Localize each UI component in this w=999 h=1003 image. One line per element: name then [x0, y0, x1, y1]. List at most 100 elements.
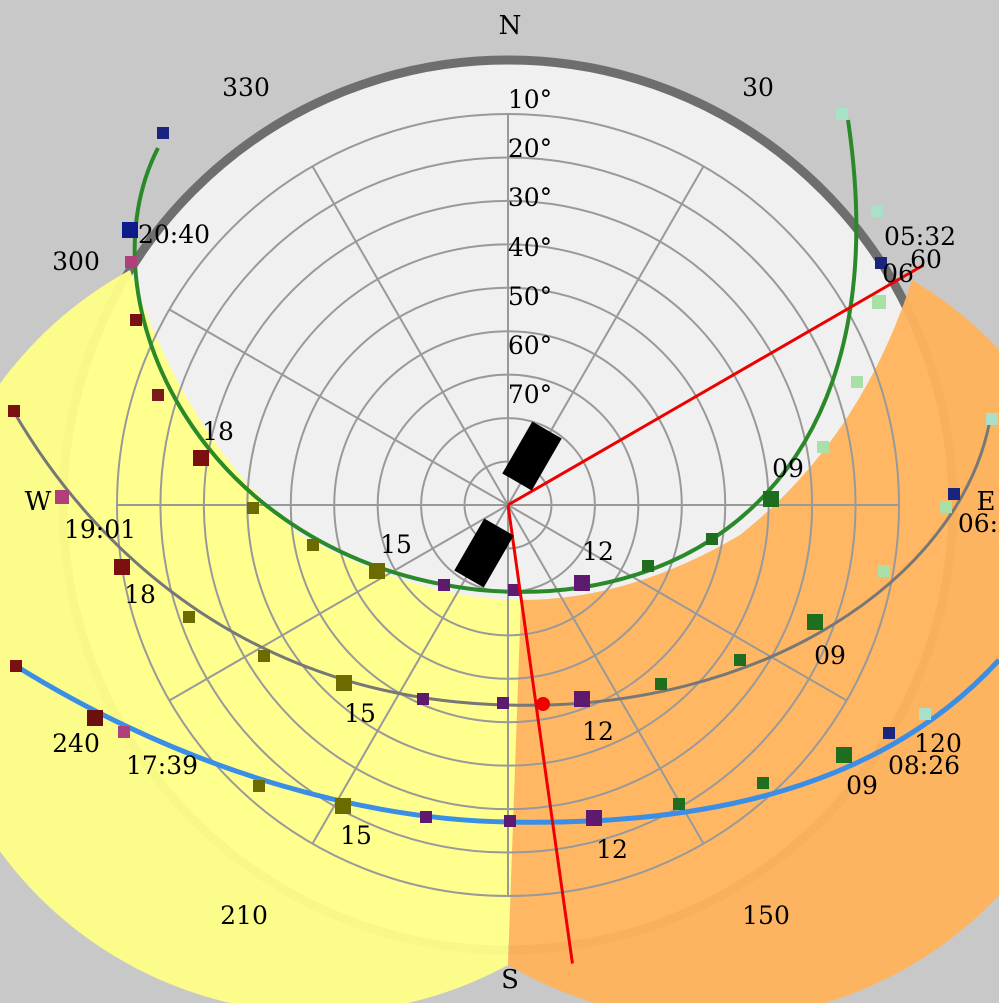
time-label: 12 [582, 717, 614, 746]
hour-marker [851, 376, 863, 388]
hour-marker [883, 727, 895, 739]
time-label: 20:40 [138, 220, 210, 249]
altitude-label: 50° [508, 282, 552, 311]
altitude-label: 40° [508, 233, 552, 262]
hour-marker [122, 222, 138, 238]
panel-south [454, 518, 514, 588]
hour-marker [87, 710, 103, 726]
time-label: 12 [596, 835, 628, 864]
azimuth-label: 300 [52, 247, 100, 276]
time-label: 08:26 [888, 751, 960, 780]
hour-marker [757, 777, 769, 789]
azimuth-label: 330 [222, 73, 270, 102]
azimuth-markers [454, 263, 925, 964]
hour-marker [872, 295, 886, 309]
azimuth-spoke [507, 504, 848, 702]
azimuth-marker-line [507, 263, 925, 507]
compass-north: N [499, 11, 522, 41]
azimuth-marker-line [506, 504, 574, 964]
hour-marker [335, 798, 351, 814]
hour-marker [673, 798, 685, 810]
azimuth-label: 60 [910, 245, 942, 274]
time-label: 17:39 [126, 751, 198, 780]
time-label: 06: [958, 509, 998, 538]
hour-marker [130, 314, 142, 326]
hour-marker [247, 502, 259, 514]
hour-marker [574, 575, 590, 591]
hour-marker [871, 205, 883, 217]
hour-marker [55, 490, 69, 504]
hour-marker [508, 584, 520, 596]
morning-area [508, 280, 999, 1003]
hour-marker [8, 405, 20, 417]
hour-marker [586, 810, 602, 826]
noon-point [536, 697, 550, 711]
hour-marker [878, 565, 890, 577]
hour-marker [734, 654, 746, 666]
altitude-label: 20° [508, 134, 552, 163]
hour-marker [258, 650, 270, 662]
chart-labels: N S W E 30 120 150 210 240 300 330 60 10° 20° 30° 40° 50… [25, 11, 998, 995]
panel-north [502, 421, 562, 491]
altitude-label: 70° [508, 380, 552, 409]
hour-marker [986, 413, 998, 425]
azimuth-label: 150 [742, 901, 790, 930]
time-label: 18 [202, 417, 234, 446]
hour-marker [152, 389, 164, 401]
time-label: 15 [380, 530, 412, 559]
hour-marker [504, 815, 516, 827]
altitude-label: 30° [508, 183, 552, 212]
hour-marker [420, 811, 432, 823]
hour-marker [948, 488, 960, 500]
hour-marker [193, 450, 209, 466]
hour-marker [183, 611, 195, 623]
time-label: 15 [344, 699, 376, 728]
summer-path-line [132, 119, 859, 594]
hour-marker [10, 660, 22, 672]
hour-marker [497, 697, 509, 709]
sun-paths [8, 108, 999, 827]
hour-marker [817, 441, 829, 453]
hour-marker [574, 691, 590, 707]
hour-marker [336, 675, 352, 691]
azimuth-spoke [311, 165, 509, 506]
hour-marker [655, 678, 667, 690]
time-label: 15 [340, 821, 372, 850]
compass-south: S [501, 965, 519, 995]
altitude-label: 8 [522, 429, 538, 458]
altitude-label: 10° [508, 85, 552, 114]
azimuth-label: 120 [914, 729, 962, 758]
azimuth-label: 30 [742, 73, 774, 102]
time-label: 09 [772, 454, 804, 483]
hour-marker [253, 780, 265, 792]
compass-west: W [25, 487, 52, 517]
hour-marker [307, 539, 319, 551]
time-label: 12 [582, 537, 614, 566]
time-label: 05:32 [884, 222, 956, 251]
hour-marker [369, 563, 385, 579]
azimuth-label: 240 [52, 729, 100, 758]
azimuth-spoke [168, 504, 509, 702]
hour-marker [118, 726, 130, 738]
time-label: 06 [882, 259, 914, 288]
hour-marker [836, 108, 848, 120]
hour-marker [807, 614, 823, 630]
azimuth-label: 210 [220, 901, 268, 930]
hour-marker [114, 559, 130, 575]
hour-marker [157, 127, 169, 139]
afternoon-area [0, 270, 521, 1003]
hour-marker [417, 693, 429, 705]
hour-marker [125, 256, 137, 268]
azimuth-spoke [507, 504, 705, 845]
hour-marker [763, 491, 779, 507]
hour-marker [642, 560, 654, 572]
hour-marker [919, 708, 931, 720]
time-label: 18 [124, 580, 156, 609]
hour-marker [875, 257, 887, 269]
hour-marker [940, 501, 952, 513]
time-label: 09 [814, 641, 846, 670]
time-label: 09 [846, 771, 878, 800]
hour-marker [438, 579, 450, 591]
altitude-label: 60° [508, 331, 552, 360]
